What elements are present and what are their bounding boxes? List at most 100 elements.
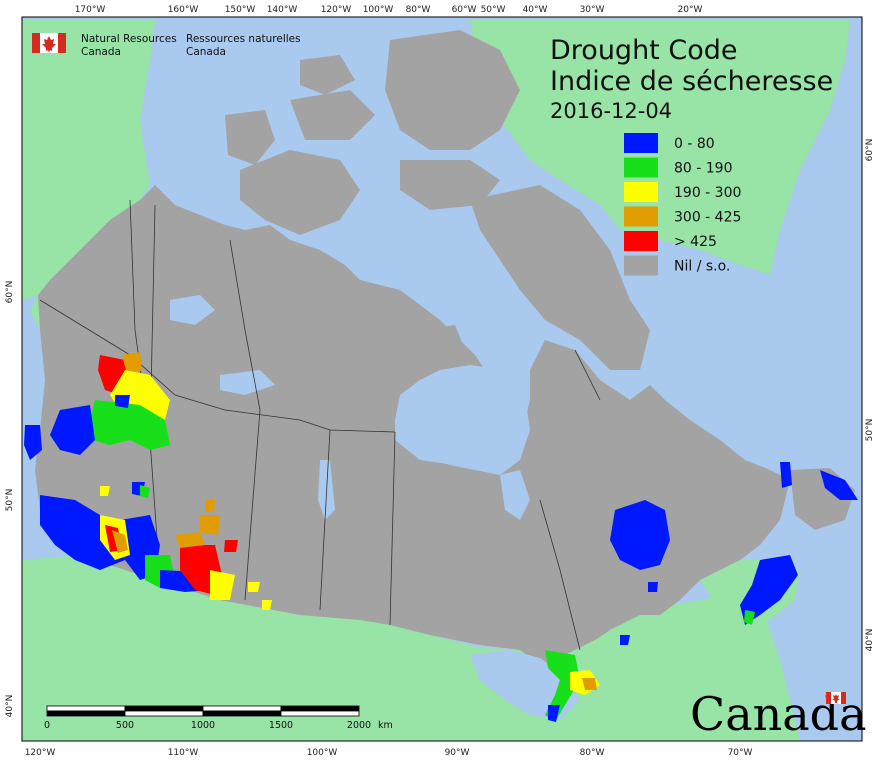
top-longitude-labels: 170°W 160°W 150°W 140°W 120°W 100°W 80°W 60°W 50…: [75, 5, 703, 15]
bottom-longitude-label: 70°W: [728, 748, 753, 758]
scale-bar: [46, 705, 360, 717]
top-longitude-label: 170°W: [75, 5, 106, 15]
scale-tick-label: 0: [44, 720, 50, 731]
scale-bar-labels: 0 500 1000 1500 2000 km: [44, 720, 393, 731]
legend-label: > 425: [674, 234, 717, 250]
patch-maritimes-green: [744, 610, 755, 625]
scale-unit-label: km: [378, 720, 393, 731]
right-latitude-label: 40°N: [865, 629, 875, 652]
legend-swatch: [624, 157, 658, 178]
top-longitude-label: 40°W: [523, 5, 548, 15]
left-latitude-label: 50°N: [5, 489, 15, 512]
patch-ontario-blue: [548, 705, 560, 722]
patch-blue-west-3: [24, 425, 42, 460]
left-latitude-label: 60°N: [5, 281, 15, 304]
map-frame: [21, 16, 863, 742]
top-longitude-label: 120°W: [321, 5, 352, 15]
arctic-island-southampton: [420, 325, 465, 360]
wordmark-flag: [826, 692, 846, 704]
legend-swatch: [624, 182, 658, 202]
hudson-bay: [395, 365, 530, 475]
top-longitude-label: 30°W: [580, 5, 605, 15]
org-fr-line1: Ressources naturelles: [186, 33, 301, 45]
james-bay: [500, 470, 530, 520]
top-longitude-label: 80°W: [406, 5, 431, 15]
patch-quebec-small-1: [648, 582, 658, 592]
org-fr-line2: Canada: [186, 46, 226, 58]
right-latitude-label: 60°N: [865, 139, 875, 162]
bottom-longitude-label: 120°W: [25, 748, 56, 758]
canada-mainland: [35, 185, 790, 665]
top-longitude-label: 160°W: [168, 5, 199, 15]
legend-swatch: [624, 255, 658, 276]
patch-yellow-small-3: [100, 486, 110, 496]
bottom-longitude-label: 100°W: [307, 748, 338, 758]
bottom-longitude-label: 110°W: [168, 748, 199, 758]
legend-label: 300 - 425: [674, 210, 741, 226]
usa-land: [22, 555, 800, 741]
left-latitude-label: 40°N: [5, 695, 15, 718]
patch-blue-west-1: [50, 405, 95, 455]
right-latitude-label: 50°N: [865, 419, 875, 442]
bottom-longitude-labels: 120°W 110°W 100°W 90°W 80°W 70°W: [25, 748, 753, 758]
patch-ontario-green: [545, 650, 580, 722]
patch-quebec-small-2: [620, 635, 630, 645]
top-longitude-label: 50°W: [481, 5, 506, 15]
arctic-island-ellesmere: [385, 30, 520, 150]
left-latitude-labels: 60°N 50°N 40°N: [5, 281, 15, 718]
patch-orange-bc: [112, 530, 128, 553]
patch-red-alberta-2: [224, 540, 238, 552]
scale-tick-label: 2000: [347, 720, 371, 731]
bottom-longitude-label: 90°W: [445, 748, 470, 758]
patch-yellow-small-1: [248, 582, 260, 592]
flag-right-bar: [58, 33, 66, 53]
scale-tick-label: 1500: [269, 720, 293, 731]
flag-left-bar: [32, 33, 40, 53]
legend-label: 0 - 80: [674, 136, 715, 152]
org-en-line1: Natural Resources: [81, 33, 177, 45]
bottom-longitude-label: 80°W: [580, 748, 605, 758]
patch-orange-small-1: [205, 500, 215, 512]
maple-leaf-icon: [42, 36, 56, 53]
great-bear-lake: [170, 295, 215, 325]
top-longitude-label: 100°W: [363, 5, 394, 15]
maple-leaf-icon: [832, 694, 840, 703]
patch-maritimes-blue: [740, 555, 798, 625]
legend-swatch: [624, 206, 658, 227]
top-longitude-label: 60°W: [452, 5, 477, 15]
drought-patches: [24, 352, 272, 610]
greenland-land: [470, 20, 850, 275]
patch-blue-west-2: [40, 495, 125, 570]
great-slave-lake: [220, 370, 275, 395]
legend-label: 190 - 300: [674, 185, 741, 201]
arctic-island-prince-patrick: [300, 55, 355, 95]
arctic-island-melville: [290, 90, 375, 140]
patch-ontario-orange: [582, 678, 597, 690]
alaska-land: [22, 20, 155, 300]
top-longitude-label: 140°W: [267, 5, 298, 15]
scale-tick-label: 500: [116, 720, 134, 731]
arctic-island-banks: [225, 110, 275, 165]
patch-yellow-small-2: [262, 600, 272, 610]
patch-orange-alberta: [175, 532, 205, 548]
nrcan-logo: [32, 33, 66, 53]
top-longitude-label: 20°W: [678, 5, 703, 15]
legend: 0 - 80 80 - 190 190 - 300 300 - 425 > 425 Nil…: [624, 133, 741, 276]
patch-labrador-blue-1: [780, 462, 792, 488]
patch-yellow-alberta: [210, 570, 235, 600]
patch-blue-small-2: [115, 395, 130, 408]
patch-quebec-blue: [610, 500, 670, 570]
legend-label: Nil / s.o.: [674, 259, 730, 275]
legend-swatch: [624, 133, 658, 153]
scale-tick-label: 1000: [191, 720, 215, 731]
patch-labrador-blue-2: [820, 470, 858, 500]
legend-label: 80 - 190: [674, 161, 733, 177]
patch-green-small-1: [140, 485, 150, 498]
title-fr: Indice de sécheresse: [550, 66, 833, 97]
patch-orange-alberta-2: [200, 515, 220, 535]
patch-green-1: [90, 400, 170, 450]
right-latitude-labels: 60°N 50°N 40°N: [865, 139, 875, 652]
map-date: 2016-12-04: [550, 99, 672, 123]
title-en: Drought Code: [550, 35, 737, 66]
